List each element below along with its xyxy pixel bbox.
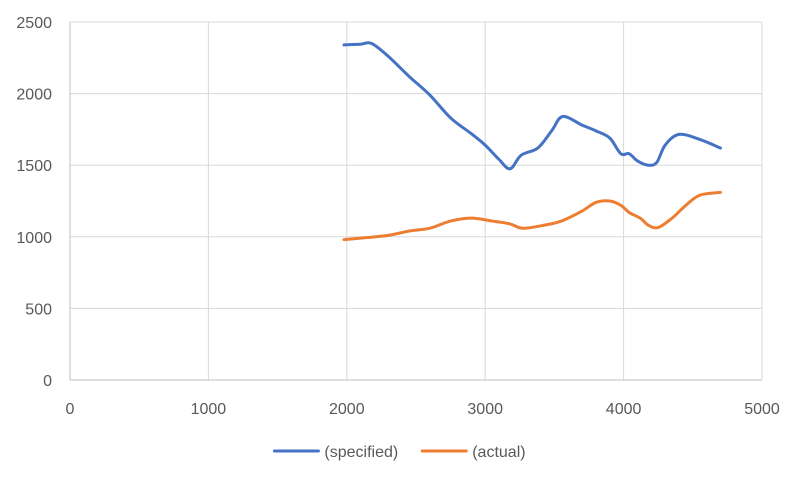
y-tick-label: 500 (25, 301, 52, 318)
y-tick-label: 0 (43, 373, 52, 390)
legend-item-1: (actual) (420, 444, 526, 461)
x-tick-label: 2000 (329, 401, 365, 418)
legend-label: (actual) (472, 444, 525, 461)
x-tick-label: 1000 (191, 401, 227, 418)
legend-label: (specified) (324, 444, 398, 461)
tick-labels: 0 500 1000 1500 2000 2500 0 1000 2000 3000 4000 500… (16, 15, 779, 418)
x-tick-label: 4000 (606, 401, 642, 418)
x-tick-label: 5000 (744, 401, 780, 418)
series-lines (342, 41, 722, 242)
series-line-0 (342, 41, 722, 171)
axes (69, 22, 762, 381)
y-tick-label: 1500 (16, 158, 52, 175)
y-tick-label: 2000 (16, 87, 52, 104)
y-tick-label: 2500 (16, 15, 52, 32)
x-tick-label: 0 (66, 401, 75, 418)
y-tick-label: 1000 (16, 230, 52, 247)
legend: (specified) (actual) (272, 444, 526, 461)
series-line-1 (342, 190, 722, 242)
gridlines (70, 21, 763, 380)
legend-item-0: (specified) (272, 444, 398, 461)
x-tick-label: 3000 (467, 401, 503, 418)
